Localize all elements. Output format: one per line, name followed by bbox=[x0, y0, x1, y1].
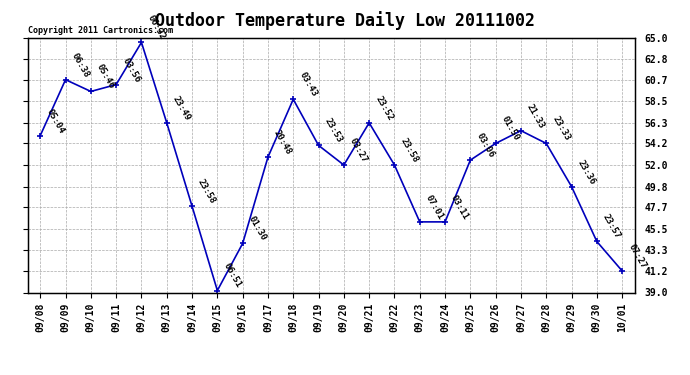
Text: 23:36: 23:36 bbox=[575, 158, 597, 186]
Text: Copyright 2011 Cartronics.com: Copyright 2011 Cartronics.com bbox=[28, 26, 172, 35]
Text: 03:56: 03:56 bbox=[120, 56, 141, 84]
Text: 23:58: 23:58 bbox=[196, 178, 217, 206]
Text: 21:33: 21:33 bbox=[525, 102, 546, 130]
Text: 06:51: 06:51 bbox=[221, 262, 243, 290]
Text: 01:50: 01:50 bbox=[500, 115, 521, 142]
Text: Outdoor Temperature Daily Low 20111002: Outdoor Temperature Daily Low 20111002 bbox=[155, 11, 535, 30]
Text: 03:43: 03:43 bbox=[297, 71, 319, 99]
Text: 23:52: 23:52 bbox=[373, 94, 395, 122]
Text: 07:01: 07:01 bbox=[424, 194, 445, 221]
Text: 03:11: 03:11 bbox=[449, 194, 471, 221]
Text: 06:38: 06:38 bbox=[70, 51, 91, 79]
Text: 23:53: 23:53 bbox=[323, 117, 344, 145]
Text: 07:27: 07:27 bbox=[627, 242, 647, 270]
Text: 06:32: 06:32 bbox=[146, 14, 167, 42]
Text: 23:58: 23:58 bbox=[399, 136, 420, 164]
Text: 03:27: 03:27 bbox=[348, 136, 369, 164]
Text: 23:49: 23:49 bbox=[171, 94, 192, 122]
Text: 01:30: 01:30 bbox=[247, 215, 268, 243]
Text: 05:04: 05:04 bbox=[44, 107, 66, 135]
Text: 23:33: 23:33 bbox=[551, 115, 571, 142]
Text: 05:46: 05:46 bbox=[95, 63, 116, 91]
Text: 20:48: 20:48 bbox=[272, 129, 293, 156]
Text: 03:06: 03:06 bbox=[475, 132, 495, 159]
Text: 23:57: 23:57 bbox=[601, 213, 622, 241]
